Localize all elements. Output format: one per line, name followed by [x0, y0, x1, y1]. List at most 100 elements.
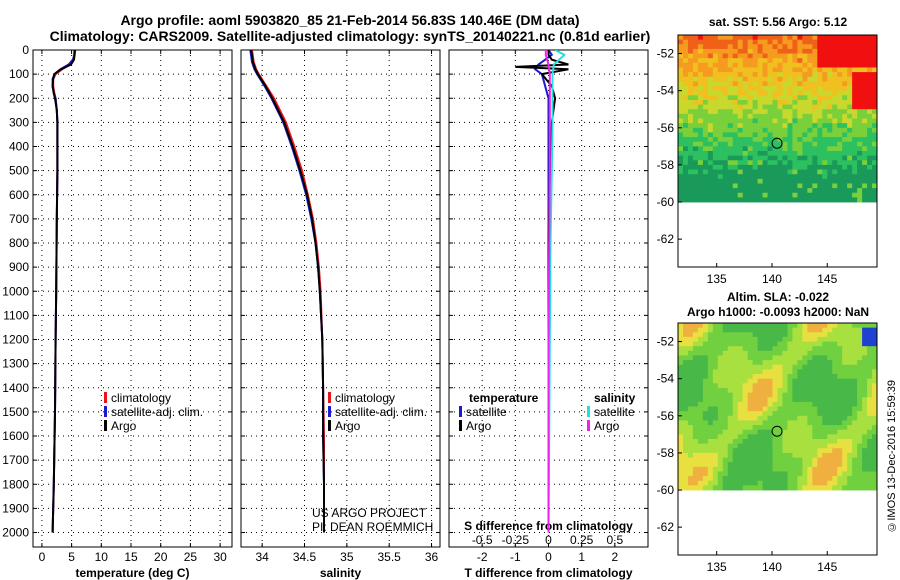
annotation-project: US ARGO PROJECT [312, 506, 427, 520]
map-cell [787, 192, 793, 198]
map-cell [732, 355, 739, 361]
map-cell [857, 332, 863, 338]
map-cell [857, 420, 863, 426]
map-cell [717, 76, 724, 82]
map-cell [837, 164, 843, 170]
map-cell [782, 90, 788, 96]
map-cell [827, 387, 833, 393]
map-cell [682, 411, 689, 417]
map-cell [747, 485, 754, 491]
map-cell [737, 387, 744, 393]
map-cell [832, 439, 838, 445]
map-cell [732, 192, 739, 198]
map-cell [687, 81, 694, 87]
map-cell [767, 146, 773, 152]
map-cell [852, 466, 858, 472]
map-lon-label: 145 [817, 560, 837, 574]
map-cell [872, 392, 878, 398]
map-cell [762, 132, 768, 138]
map-cell [837, 476, 843, 482]
map-cell [678, 420, 684, 426]
map-cell [682, 350, 689, 356]
map-cell [722, 151, 729, 157]
map-cell [797, 323, 803, 329]
map-cell [847, 378, 853, 384]
map-cell [842, 327, 848, 333]
map-cell [737, 58, 744, 64]
map-cell [817, 323, 823, 329]
map-cell [707, 336, 714, 342]
map-cell [678, 448, 684, 454]
map-cell [717, 67, 724, 73]
map-cell [832, 401, 838, 407]
map-cell [847, 137, 853, 143]
map-cell [812, 336, 818, 342]
map-cell [678, 378, 684, 384]
map-cell [732, 327, 739, 333]
map-cell [707, 401, 714, 407]
map-cell [752, 160, 759, 166]
map-cell [747, 332, 754, 338]
map-cell [682, 401, 689, 407]
map-cell [777, 374, 783, 380]
map-cell [802, 323, 808, 329]
map-cell [772, 81, 778, 87]
map-cell [742, 109, 749, 115]
map-cell [837, 397, 843, 403]
map-cell [872, 137, 878, 143]
map-cell [767, 336, 773, 342]
map-cell [797, 104, 803, 110]
map-cell [687, 411, 694, 417]
map-cell [817, 67, 823, 73]
map-cell [742, 169, 749, 175]
map-cell [862, 169, 868, 175]
map-cell [847, 374, 853, 380]
map-cell [757, 364, 763, 370]
map-cell [697, 378, 704, 384]
temperature-panel: 0 5 10 15 20 25 300100200300400500600700800900… [2, 43, 233, 580]
map-cell [827, 364, 833, 370]
map-cell [682, 72, 689, 78]
map-cell [872, 466, 878, 472]
map-cell [772, 476, 778, 482]
map-cell [857, 164, 863, 170]
map-cell [742, 462, 749, 468]
map-cell [812, 39, 818, 45]
map-cell [837, 439, 843, 445]
map-cell [722, 434, 729, 440]
map-cell [837, 332, 843, 338]
map-cell [717, 452, 724, 458]
map-cell [702, 81, 709, 87]
map-cell [678, 76, 684, 82]
map-cell [842, 113, 848, 119]
map-cell [707, 327, 714, 333]
map-cell [722, 62, 729, 68]
map-cell [822, 137, 828, 143]
map-cell [812, 429, 818, 435]
map-cell [847, 113, 853, 119]
map-cell [687, 183, 694, 189]
map-cell [827, 341, 833, 347]
map-cell [712, 378, 719, 384]
map-cell [867, 53, 873, 59]
map-cell [787, 67, 793, 73]
map-cell [867, 485, 873, 491]
map-cell [827, 76, 833, 82]
map-cell [717, 429, 724, 435]
map-cell [707, 146, 714, 152]
map-cell [867, 109, 873, 115]
map-cell [832, 434, 838, 440]
map-cell [757, 48, 763, 54]
map-cell [747, 127, 754, 133]
map-cell [687, 374, 694, 380]
map-cell [678, 132, 684, 138]
map-cell [867, 67, 873, 73]
map-cell [832, 164, 838, 170]
map-cell [847, 392, 853, 398]
map-cell [802, 457, 808, 463]
map-cell [852, 151, 858, 157]
map-cell [762, 341, 768, 347]
map-cell [707, 104, 714, 110]
map-cell [872, 132, 878, 138]
map-cell [702, 160, 709, 166]
